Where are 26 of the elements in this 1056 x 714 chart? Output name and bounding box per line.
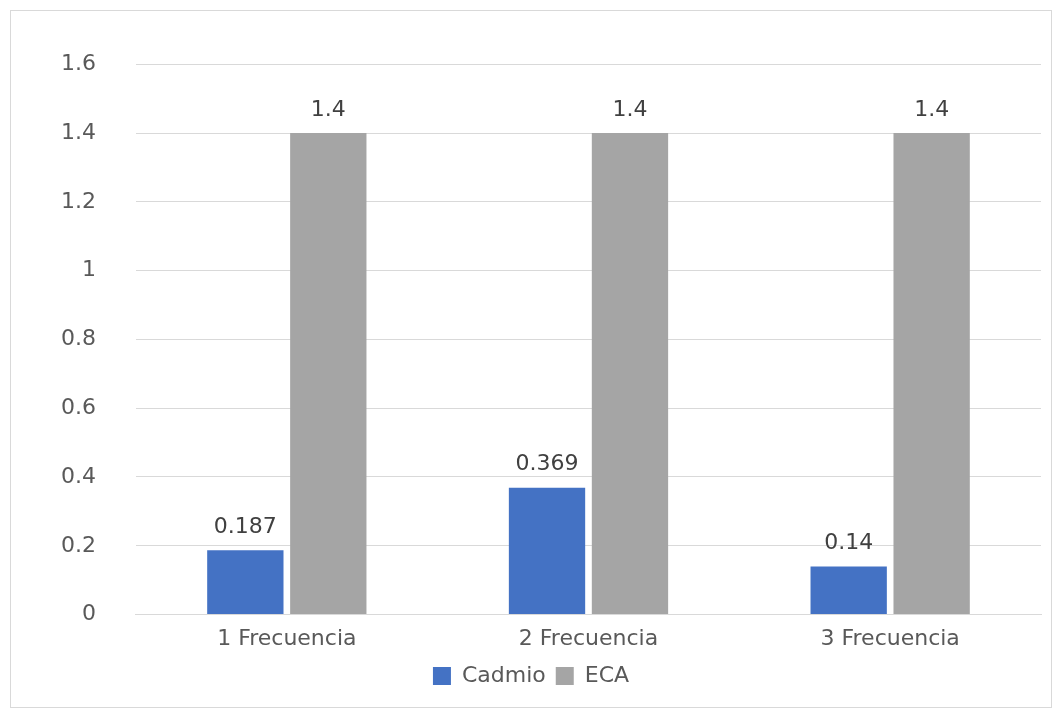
y-tick-label: 0.2	[60, 531, 96, 557]
x-tick-label: 3 Frecuencia	[820, 624, 960, 650]
data-label: 0.14	[824, 529, 874, 555]
data-label: 1.4	[914, 95, 950, 121]
y-tick-label: 1.4	[60, 118, 96, 144]
data-label: 0.187	[213, 512, 277, 538]
legend-label: ECA	[584, 661, 630, 687]
bar	[290, 133, 367, 615]
bar	[810, 566, 887, 615]
data-label: 0.369	[515, 450, 579, 476]
bar	[508, 487, 586, 615]
data-label: 1.4	[310, 95, 346, 121]
bar	[207, 550, 284, 615]
bar	[893, 133, 970, 615]
y-tick-label: 0	[81, 600, 96, 626]
x-tick-label: 2 Frecuencia	[518, 624, 659, 650]
y-tick-label: 1.2	[60, 187, 96, 213]
legend-label: Cadmio	[461, 661, 546, 687]
y-tick-label: 0.6	[60, 393, 96, 419]
y-tick-label: 0.4	[60, 462, 96, 488]
x-tick-label: 1 Frecuencia	[217, 624, 357, 650]
bar	[591, 133, 669, 615]
y-tick-label: 1	[81, 256, 96, 282]
y-tick-label: 1.6	[60, 49, 96, 75]
y-tick-label: 0.8	[60, 325, 96, 351]
data-label: 1.4	[612, 95, 648, 121]
